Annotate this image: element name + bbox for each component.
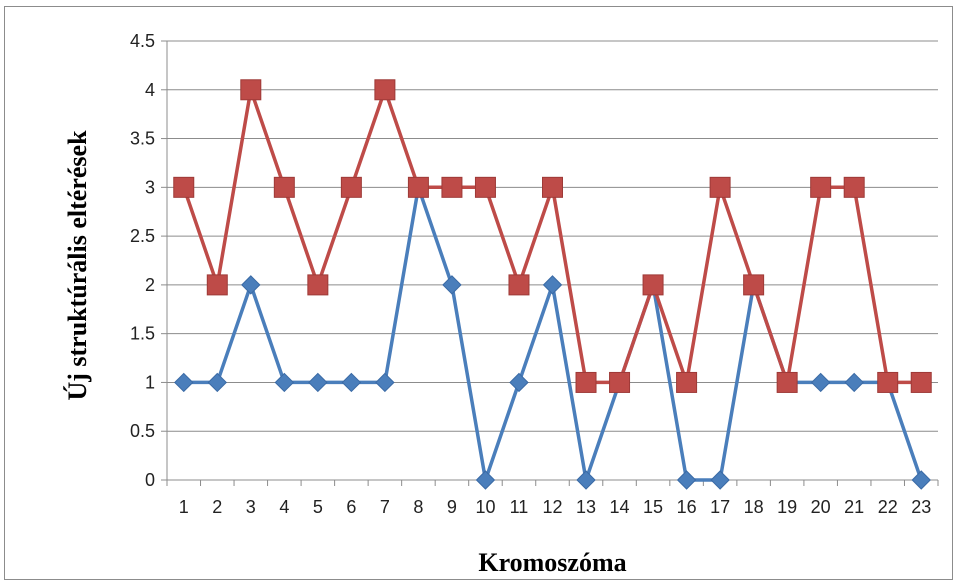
- x-tick-label: 15: [643, 497, 663, 517]
- data-point-square: [910, 371, 932, 393]
- data-point-square: [810, 176, 832, 198]
- x-tick-label: 20: [811, 497, 831, 517]
- data-point-square: [307, 274, 329, 296]
- data-point-square: [407, 176, 429, 198]
- data-point-diamond: [207, 372, 227, 393]
- data-point-square: [843, 176, 865, 198]
- y-tick-label: 3: [145, 177, 155, 197]
- data-point-diamond: [844, 372, 864, 393]
- x-tick-label: 8: [413, 497, 423, 517]
- chart-frame: [4, 6, 953, 580]
- data-point-diamond: [442, 275, 462, 295]
- y-tick-label: 3.5: [130, 129, 155, 149]
- series-2: [173, 79, 932, 393]
- data-point-square: [273, 176, 295, 198]
- x-tick-label: 23: [911, 497, 931, 517]
- data-point-diamond: [308, 372, 328, 393]
- x-tick-label: 19: [777, 497, 797, 517]
- data-point-square: [340, 176, 362, 198]
- data-point-square: [240, 79, 262, 101]
- x-tick-label: 6: [346, 497, 356, 517]
- y-tick-label: 1: [145, 372, 155, 392]
- y-axis-title: Új struktúrális eltérések: [63, 130, 92, 401]
- data-point-diamond: [241, 275, 261, 295]
- x-tick-label: 14: [610, 497, 630, 517]
- y-tick-label: 0: [145, 470, 155, 490]
- x-tick-labels: 1 2 3 4 5 6 7 8 9 10 11 12 13 14 15 16 17 18 19 20 21 22 23: [179, 497, 932, 517]
- data-point-square: [776, 371, 798, 393]
- data-point-diamond: [911, 470, 931, 490]
- data-point-diamond: [509, 372, 529, 393]
- data-point-diamond: [341, 372, 362, 393]
- x-axis-title: Kromoszóma: [478, 548, 626, 577]
- x-tick-label: 18: [744, 497, 764, 517]
- y-tick-label: 4: [145, 80, 155, 100]
- y-tick-labels: 0 0.5 1 1.5 2 2.5 3 3.5 4 4.5: [130, 31, 155, 490]
- data-point-diamond: [676, 470, 697, 490]
- data-point-square: [877, 371, 899, 393]
- data-point-square: [508, 274, 530, 296]
- data-point-square: [474, 176, 496, 198]
- data-point-square: [642, 274, 664, 296]
- x-tick-label: 9: [447, 497, 457, 517]
- series: [173, 79, 932, 490]
- data-point-square: [374, 79, 396, 101]
- x-tick-label: 17: [710, 497, 730, 517]
- data-point-square: [206, 274, 228, 296]
- data-point-diamond: [375, 372, 395, 393]
- x-tick-label: 21: [844, 497, 864, 517]
- x-tick-label: 13: [576, 497, 596, 517]
- x-tick-label: 10: [475, 497, 495, 517]
- data-point-square: [676, 371, 698, 393]
- data-point-diamond: [576, 470, 596, 490]
- y-tick-label: 0.5: [130, 421, 155, 441]
- x-tick-label: 2: [212, 497, 222, 517]
- y-tick-label: 4.5: [130, 31, 155, 51]
- data-point-square: [542, 176, 563, 198]
- x-tick-label: 3: [246, 497, 256, 517]
- x-tick-label: 12: [542, 497, 562, 517]
- axes: [161, 40, 939, 486]
- x-tick-label: 16: [677, 497, 697, 517]
- x-tick-label: 11: [510, 497, 529, 517]
- y-tick-label: 2.5: [130, 226, 155, 246]
- x-tick-label: 1: [179, 497, 189, 517]
- data-point-diamond: [274, 372, 295, 393]
- x-tick-label: 22: [878, 497, 898, 517]
- data-point-diamond: [810, 372, 831, 393]
- y-tick-label: 1.5: [130, 324, 155, 344]
- data-point-diamond: [542, 275, 563, 295]
- data-point-square: [575, 371, 597, 393]
- x-tick-label: 7: [380, 497, 390, 517]
- data-point-square: [441, 176, 463, 198]
- data-point-square: [709, 176, 731, 198]
- x-tick-label: 5: [313, 497, 323, 517]
- x-tick-label: 4: [279, 497, 289, 517]
- y-tick-label: 2: [145, 275, 155, 295]
- data-point-diamond: [710, 470, 730, 490]
- data-point-square: [609, 371, 631, 393]
- data-point-diamond: [475, 470, 496, 490]
- data-point-square: [173, 176, 195, 198]
- data-point-diamond: [174, 372, 194, 393]
- data-point-square: [743, 274, 765, 296]
